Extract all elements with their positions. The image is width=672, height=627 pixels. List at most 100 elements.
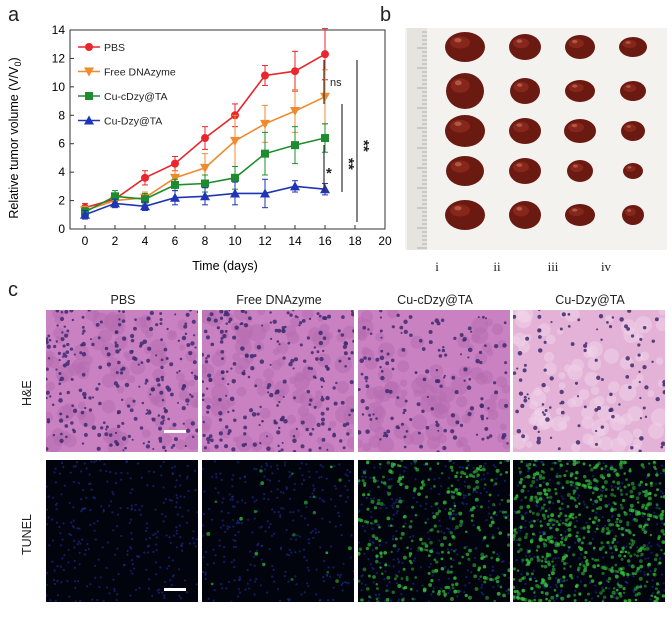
tumor-specimen [565, 204, 595, 226]
data-point [111, 192, 119, 201]
data-point [320, 92, 330, 102]
micro-column-title: Free DNAzyme [236, 293, 322, 307]
tumor-specimen [510, 78, 540, 104]
x-tick-label: 12 [258, 234, 272, 248]
tumor-volume-chart: 0 2 4 6 8 10 12 14 0 2 4 6 8 10 12 14 16 18 20 PBS Free DN… [7, 23, 392, 273]
data-point [260, 119, 270, 129]
tunel-stain-2 [202, 460, 354, 602]
significance-label: ns [330, 77, 342, 89]
tumor-specimen [446, 156, 484, 186]
tumor-specimen [565, 35, 595, 59]
data-point [170, 173, 180, 183]
data-point [230, 136, 240, 146]
y-tick-label: 8 [58, 108, 65, 122]
micro-column-title: Cu-cDzy@TA [397, 293, 473, 307]
data-point [140, 201, 150, 211]
legend-label: Cu-Dzy@TA [104, 116, 162, 128]
data-point [231, 173, 239, 182]
series-cu-dzy-ta [80, 178, 330, 220]
data-point [141, 173, 149, 182]
group-label-i: i [435, 259, 439, 274]
x-axis-label: Time (days) [192, 259, 258, 273]
data-point [321, 134, 329, 143]
tumor-specimen [619, 37, 647, 57]
legend-label: Free DNAzyme [104, 67, 176, 79]
legend-entry: PBS [78, 42, 125, 54]
data-point [171, 159, 179, 168]
data-point [320, 184, 330, 194]
tumor-specimen [621, 121, 645, 141]
significance-label: ** [340, 158, 357, 170]
y-axis-label-main: Relative tumor volume (V/V [7, 66, 21, 219]
micro-row-label: H&E [20, 380, 34, 406]
x-tick-label: 20 [378, 234, 392, 248]
panel-letter-a: a [8, 4, 20, 26]
x-tick-label: 16 [318, 234, 332, 248]
tumor-specimen [509, 34, 541, 60]
data-point [110, 198, 120, 208]
x-tick-label: 6 [172, 234, 179, 248]
tumor-specimen [509, 158, 541, 184]
y-tick-label: 6 [58, 137, 65, 151]
he-stain-4 [513, 310, 665, 452]
data-point [261, 71, 269, 80]
group-label-iv: iv [600, 259, 612, 274]
legend-label: PBS [104, 42, 125, 54]
data-point [80, 209, 90, 219]
x-tick-label: 2 [112, 234, 119, 248]
x-tick-label: 8 [202, 234, 209, 248]
legend-marker [84, 67, 94, 77]
micro-column-title: PBS [110, 293, 136, 307]
tumor-specimen [509, 201, 541, 229]
legend-marker [85, 43, 93, 51]
plot-frame [69, 29, 386, 230]
tumor-specimen [446, 73, 484, 109]
data-point [171, 180, 179, 189]
x-tick-label: 4 [142, 234, 149, 248]
tumor-specimen [564, 119, 596, 143]
legend-entry: Free DNAzyme [78, 67, 176, 79]
data-point [201, 179, 209, 188]
panel-letter-c: c [8, 279, 18, 301]
tunel-stain-3 [358, 460, 510, 602]
data-point [201, 134, 209, 143]
data-point [170, 192, 180, 202]
data-point [290, 107, 300, 117]
data-point [291, 141, 299, 150]
data-point [200, 163, 210, 173]
ruler [417, 31, 427, 249]
he-stain-3 [358, 310, 510, 452]
significance-label: ** [355, 140, 372, 152]
x-tick-label: 14 [288, 234, 302, 248]
tumor-specimen [622, 205, 644, 225]
group-label-iii: iii [547, 259, 559, 274]
legend-marker [84, 115, 94, 125]
he-stain-1 [46, 310, 198, 452]
x-tick-label: 10 [228, 234, 242, 248]
y-axis-label-tail: ) [7, 57, 21, 61]
he-stain-2 [202, 310, 354, 452]
y-tick-label: 2 [58, 194, 65, 208]
y-tick-label: 4 [58, 165, 65, 179]
tunel-stain-1 [46, 460, 198, 602]
tumor-specimen [445, 32, 485, 62]
y-axis-label: Relative tumor volume (V/V0) [7, 57, 23, 218]
micro-row-label: TUNEL [20, 514, 34, 555]
data-point [200, 191, 210, 201]
legend-marker [85, 92, 93, 100]
legend-entry: Cu-cDzy@TA [78, 91, 168, 103]
data-point [230, 188, 240, 198]
y-tick-label: 10 [52, 80, 66, 94]
y-tick-label: 14 [52, 23, 66, 37]
tumor-specimen [565, 80, 595, 102]
x-tick-label: 0 [82, 234, 89, 248]
series-cu-cdzy-ta [81, 123, 329, 217]
x-tick-label: 18 [348, 234, 362, 248]
y-tick-label: 0 [58, 222, 65, 236]
tunel-stain-4 [513, 460, 665, 602]
group-label-ii: ii [493, 259, 501, 274]
data-point [290, 181, 300, 191]
tumor-specimen [509, 118, 541, 144]
data-point [291, 67, 299, 76]
tumor-specimen [445, 115, 485, 147]
